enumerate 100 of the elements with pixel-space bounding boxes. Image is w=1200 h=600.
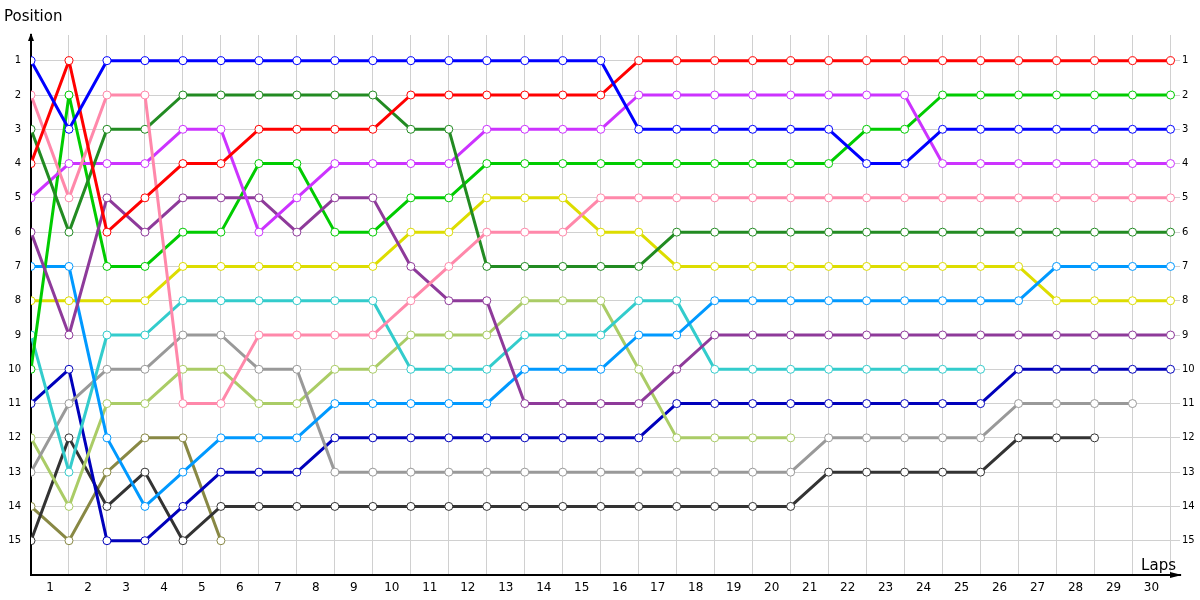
point (900, 296, 910, 306)
point (938, 399, 948, 409)
point (596, 433, 606, 443)
point (520, 399, 530, 409)
point (140, 90, 150, 100)
point (634, 501, 644, 511)
point (1052, 193, 1062, 203)
point (672, 364, 682, 374)
point (672, 159, 682, 169)
point (216, 296, 226, 306)
point (1090, 159, 1100, 169)
point (900, 261, 910, 271)
point (710, 124, 720, 134)
point (900, 364, 910, 374)
point (976, 124, 986, 134)
point (748, 193, 758, 203)
point (596, 501, 606, 511)
point (444, 399, 454, 409)
point (406, 90, 416, 100)
point (368, 261, 378, 271)
point (710, 467, 720, 477)
point (748, 330, 758, 340)
point (1014, 261, 1024, 271)
point (596, 56, 606, 66)
x-tick-label: 24 (915, 580, 932, 595)
point (1090, 296, 1100, 306)
point (368, 330, 378, 340)
point (938, 467, 948, 477)
point (444, 56, 454, 66)
point (254, 330, 264, 340)
point (710, 364, 720, 374)
point (102, 193, 112, 203)
point (976, 399, 986, 409)
point (178, 399, 188, 409)
point (558, 364, 568, 374)
point (368, 501, 378, 511)
point (786, 467, 796, 477)
point (862, 399, 872, 409)
point (558, 399, 568, 409)
point (1052, 433, 1062, 443)
point (102, 467, 112, 477)
point (672, 433, 682, 443)
point (1090, 193, 1100, 203)
point (1166, 330, 1175, 340)
point (520, 467, 530, 477)
point (520, 330, 530, 340)
point (482, 330, 492, 340)
x-tick-label: 18 (688, 580, 704, 595)
point (1166, 261, 1175, 271)
point (824, 364, 834, 374)
x-tick-label: 9 (350, 580, 358, 595)
x-tick-label: 17 (650, 580, 666, 595)
point (140, 296, 150, 306)
point (140, 536, 150, 546)
point (634, 364, 644, 374)
point (862, 261, 872, 271)
point (596, 193, 606, 203)
point (1166, 296, 1175, 306)
y2-tick-label: 3 (1182, 122, 1189, 134)
point (102, 124, 112, 134)
point (482, 467, 492, 477)
point (482, 261, 492, 271)
point (1052, 90, 1062, 100)
point (786, 159, 796, 169)
y-tick-label: 13 (8, 465, 21, 477)
point (482, 433, 492, 443)
point (520, 90, 530, 100)
point (1052, 56, 1062, 66)
x-tick-label: 23 (877, 580, 894, 595)
x-tick-label: 6 (236, 580, 244, 595)
point (140, 364, 150, 374)
point (1090, 90, 1100, 100)
point (292, 159, 302, 169)
point (64, 296, 74, 306)
point (368, 364, 378, 374)
y-tick-label: 14 (8, 500, 21, 512)
point (1014, 330, 1024, 340)
point (102, 261, 112, 271)
point (330, 399, 340, 409)
x-tick-label: 16 (612, 580, 628, 595)
point (368, 124, 378, 134)
point (178, 159, 188, 169)
point (368, 433, 378, 443)
point (1166, 124, 1175, 134)
point (710, 193, 720, 203)
point (900, 399, 910, 409)
point (292, 124, 302, 134)
point (976, 159, 986, 169)
point (900, 159, 910, 169)
point (64, 159, 74, 169)
point (254, 56, 264, 66)
point (292, 56, 302, 66)
point (1090, 227, 1100, 237)
point (596, 364, 606, 374)
point (444, 467, 454, 477)
point (976, 467, 986, 477)
point (140, 56, 150, 66)
point (102, 227, 112, 237)
point (976, 433, 986, 443)
point (824, 296, 834, 306)
